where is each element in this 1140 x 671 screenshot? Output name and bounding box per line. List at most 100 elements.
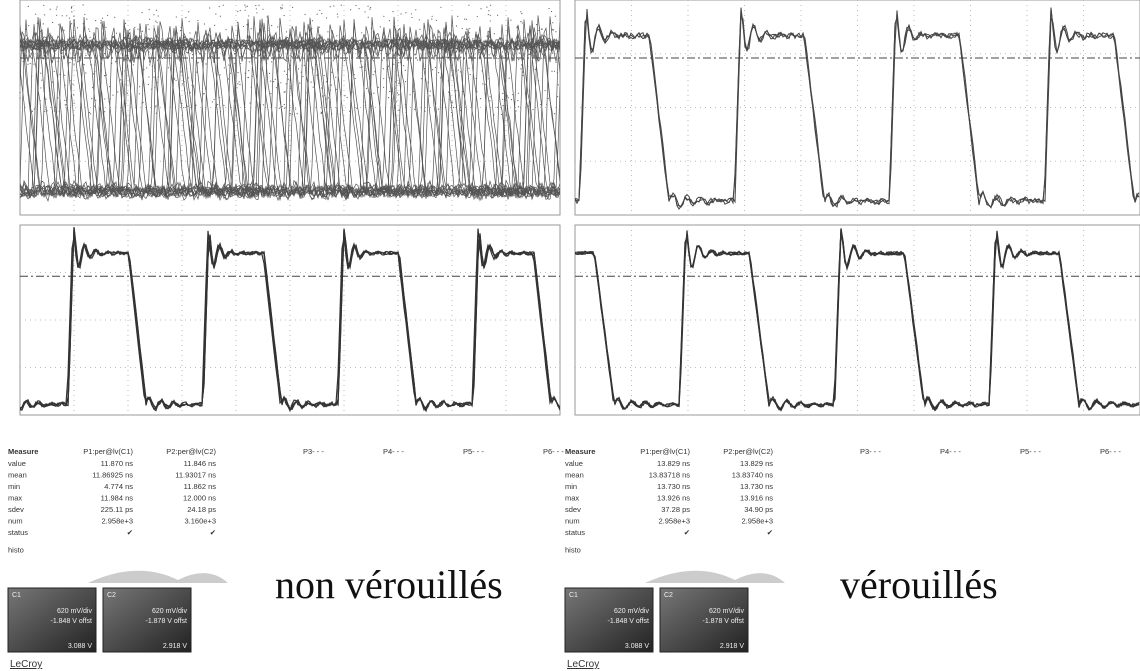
noise-dot (138, 86, 141, 88)
noise-dot (215, 34, 218, 36)
noise-dot (427, 82, 429, 84)
noise-dot (281, 41, 283, 43)
noise-dot (387, 97, 390, 99)
noise-dot (469, 73, 471, 76)
noise-dot (301, 64, 303, 66)
noise-dot (264, 30, 266, 32)
noise-dot (89, 113, 92, 115)
noise-dot (505, 92, 507, 94)
noise-dot (71, 6, 73, 8)
noise-dot (553, 29, 555, 31)
noise-dot (305, 92, 307, 94)
noise-dot (260, 25, 263, 27)
noise-dot (434, 66, 437, 69)
noise-dot (345, 59, 347, 61)
noise-dot (189, 92, 191, 94)
noise-dot (392, 11, 394, 13)
measure-cell: 13.926 ns (657, 493, 690, 502)
noise-dot (557, 84, 559, 86)
noise-dot (553, 51, 555, 53)
noise-dot (258, 48, 260, 51)
noise-dot (332, 60, 334, 62)
noise-dot (267, 40, 269, 42)
noise-dot (149, 64, 151, 66)
noise-dot (499, 55, 501, 57)
noise-dot (100, 62, 103, 65)
noise-dot (19, 97, 21, 99)
noise-dot (431, 15, 433, 17)
noise-dot (51, 43, 53, 45)
noise-dot (129, 29, 131, 31)
noise-dot (66, 15, 68, 17)
noise-dot (326, 47, 328, 49)
noise-dot (395, 101, 397, 103)
measure-cell: histo (565, 545, 581, 554)
noise-dot (45, 38, 47, 41)
measure-cell: ✔ (684, 528, 690, 537)
noise-dot (379, 26, 381, 28)
measure-header: Measure (8, 447, 38, 456)
noise-dot (225, 29, 227, 31)
noise-dot (435, 19, 438, 21)
noise-dot (141, 102, 143, 104)
noise-dot (171, 37, 174, 39)
noise-dot (485, 83, 487, 85)
noise-dot (208, 7, 211, 9)
noise-dot (358, 48, 360, 50)
noise-dot (280, 6, 282, 9)
noise-dot (457, 15, 459, 17)
noise-dot (229, 72, 232, 74)
noise-dot (399, 61, 402, 63)
noise-dot (255, 4, 257, 7)
noise-dot (291, 113, 294, 115)
noise-dot (396, 92, 399, 94)
noise-dot (138, 93, 141, 95)
noise-dot (274, 78, 276, 80)
noise-dot (228, 78, 230, 80)
noise-dot (311, 28, 313, 30)
noise-dot (515, 43, 517, 45)
waveform (20, 21, 560, 201)
noise-dot (299, 31, 301, 33)
noise-dot (283, 70, 286, 72)
noise-dot (173, 78, 175, 80)
noise-dot (127, 33, 129, 35)
noise-dot (459, 71, 462, 73)
channel-setting: 620 mV/div (709, 608, 745, 615)
noise-dot (501, 55, 504, 57)
noise-dot (120, 79, 122, 81)
noise-dot (375, 56, 377, 58)
noise-dot (330, 84, 332, 86)
noise-dot (239, 63, 242, 65)
noise-dot (176, 32, 178, 34)
noise-dot (277, 26, 279, 28)
noise-dot (266, 16, 268, 18)
noise-dot (353, 74, 355, 76)
noise-dot (103, 74, 106, 77)
noise-dot (295, 108, 297, 110)
noise-dot (523, 42, 526, 44)
noise-dot (38, 36, 40, 38)
noise-dot (285, 60, 288, 62)
channel-id: C1 (569, 592, 578, 599)
noise-dot (236, 21, 238, 23)
noise-dot (146, 67, 148, 69)
noise-dot (139, 23, 141, 25)
noise-dot (389, 77, 391, 79)
noise-dot (487, 13, 489, 16)
noise-dot (180, 71, 182, 73)
noise-dot (448, 91, 450, 93)
measure-cell: mean (565, 470, 584, 479)
noise-dot (72, 94, 75, 96)
noise-dot (71, 58, 73, 60)
noise-dot (40, 72, 42, 74)
channel-setting: 2.918 V (163, 643, 187, 650)
noise-dot (316, 74, 318, 76)
noise-dot (145, 47, 147, 49)
noise-dot (255, 51, 257, 53)
noise-dot (279, 19, 281, 21)
noise-dot (248, 70, 250, 72)
noise-dot (369, 79, 371, 81)
noise-dot (111, 62, 113, 65)
noise-dot (108, 101, 110, 103)
